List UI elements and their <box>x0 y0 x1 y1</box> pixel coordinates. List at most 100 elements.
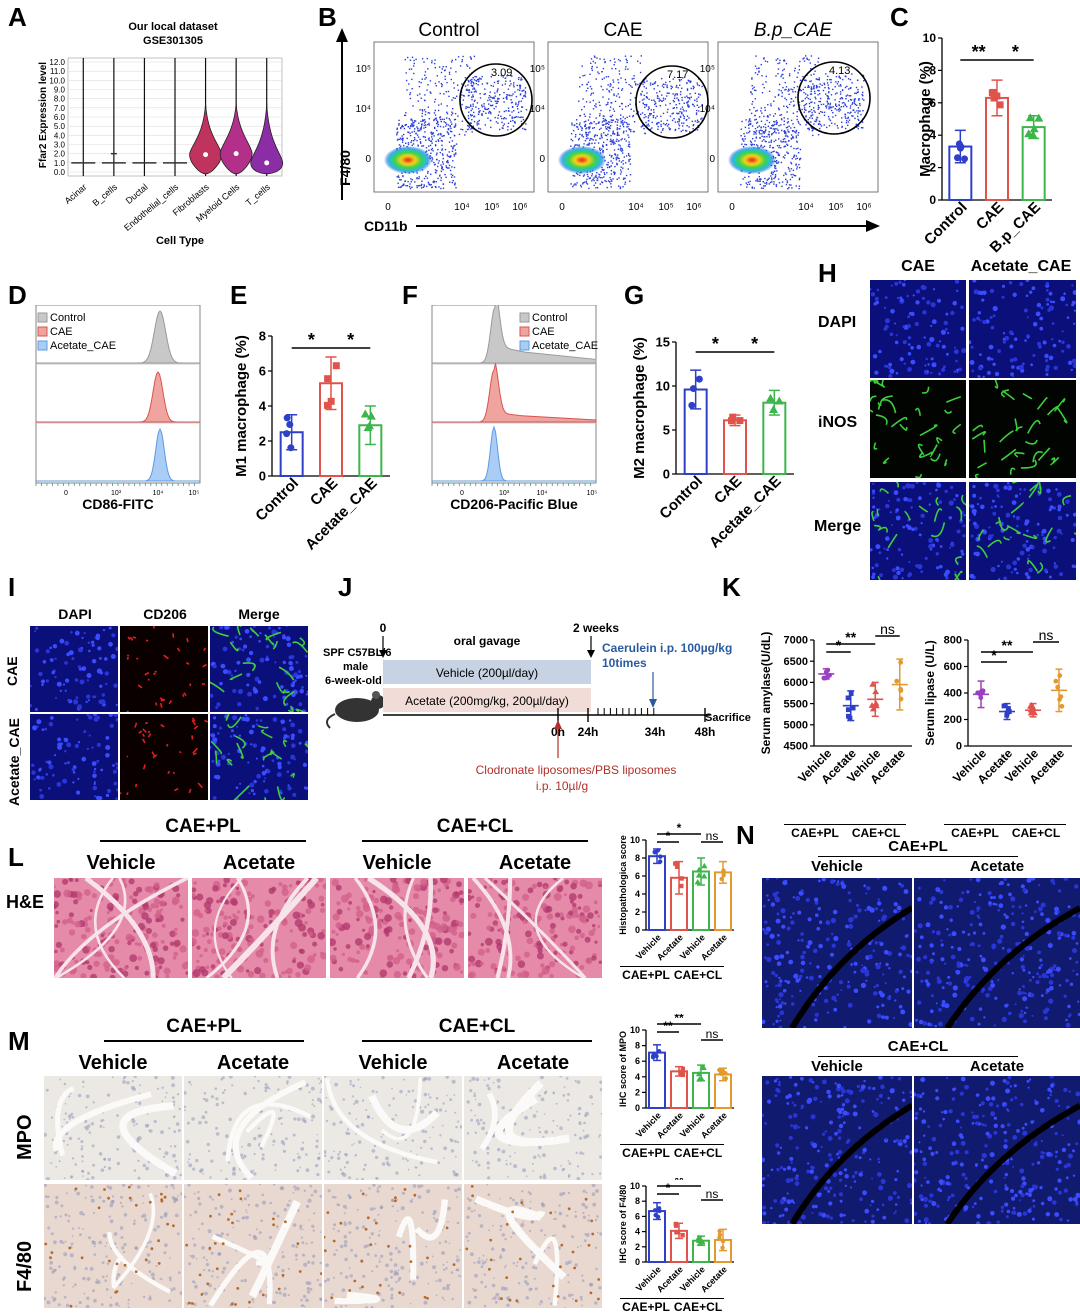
chart-ytick: 4 <box>635 889 640 899</box>
chart-point <box>849 691 854 696</box>
flow-xtick: 10⁶ <box>512 202 527 213</box>
n-image-cl-acetate <box>914 1076 1080 1224</box>
panel-letter-k: K <box>722 572 741 603</box>
h-image-inos-cae <box>870 380 966 478</box>
violin-ytick: 1.0 <box>54 159 66 168</box>
chart-point <box>899 697 904 702</box>
flow-ytick: 0 <box>365 154 371 165</box>
chart-point <box>680 1233 684 1237</box>
chart-xtick: Acetate_CAE <box>706 473 785 552</box>
timeline-j: 0 2 weeks oral gavage SPF C57BL/6 male 6… <box>300 610 760 800</box>
chart-ytick: 6500 <box>784 656 808 668</box>
m-mpo-image-2 <box>324 1076 462 1180</box>
chart-ytick: 5 <box>663 422 670 437</box>
flow-ytick: 10⁴ <box>356 104 371 115</box>
chart-ytick: 6 <box>259 363 266 378</box>
h-image-dapi-acetate <box>969 280 1076 378</box>
violin-median-dot <box>234 151 239 156</box>
violin-ytick: 5.0 <box>54 122 66 131</box>
flow-ytick: 10⁴ <box>700 104 715 115</box>
chart-point <box>898 688 903 693</box>
bar-chart-m-mpo: IHC score of MPO0246810VehicleAcetateVeh… <box>614 1014 742 1164</box>
hist-legend-swatch <box>38 313 47 322</box>
violin-ytick: 0.0 <box>54 168 66 177</box>
chart-ytick: 10 <box>656 378 670 393</box>
j-cae-2: 10times <box>602 656 647 670</box>
l-group-cl: CAE+CL <box>362 816 588 842</box>
chart-point <box>978 695 983 700</box>
violin-plot-a: Our local dataset GSE301305 Ffar2 Expres… <box>0 0 300 260</box>
i-row-acetate: Acetate_CAE <box>6 718 22 806</box>
chart-xtick: CAE <box>307 475 341 509</box>
chart-ylabel: IHC score of MPO <box>618 1031 628 1107</box>
chart-sig-mark: ns <box>706 829 719 843</box>
chart-ytick: 6000 <box>784 677 808 689</box>
chart-point <box>846 714 851 719</box>
chart-point <box>324 375 331 382</box>
i-image-merge-cae <box>210 626 308 712</box>
violin-xlabel: Cell Type <box>156 235 204 247</box>
chart-point <box>717 1236 721 1240</box>
panel-letter-i: I <box>8 572 15 603</box>
hist-xtick: 0 <box>64 490 68 497</box>
hist-legend-swatch <box>38 327 47 336</box>
chart-ytick: 15 <box>656 334 670 349</box>
flow-ylabel: F4/80 <box>337 150 353 186</box>
hist-legend-label: Control <box>50 312 85 324</box>
violin-ytick: 2.0 <box>54 150 66 159</box>
l-col-3: Acetate <box>468 852 602 875</box>
chart-point <box>1053 679 1058 684</box>
chart-ytick: 4500 <box>784 741 808 753</box>
chart-sig-mark: ** <box>1002 637 1013 653</box>
chart-ylabel: Serum amylase(U/dL) <box>759 632 773 755</box>
chart-point <box>954 154 961 161</box>
m-group-pl: CAE+PL <box>104 1016 304 1042</box>
l-col-0: Vehicle <box>54 852 188 875</box>
j-acetate-label: Acetate (200mg/kg, 200µl/day) <box>405 694 569 708</box>
chart-ylabel: Serum lipase (U/L) <box>923 640 937 745</box>
chart-point <box>287 444 294 451</box>
flow-ytick: 10⁴ <box>530 104 545 115</box>
j-time-48: 48h <box>695 725 716 739</box>
chart-ytick: 0 <box>635 1103 640 1113</box>
violin-ytick: 10.0 <box>49 76 65 85</box>
hist-legend-label: Control <box>532 312 567 324</box>
h-row-merge: Merge <box>814 518 861 536</box>
m2-chart-group-pl: CAE+PL <box>620 1298 672 1314</box>
h-image-inos-acetate <box>969 380 1076 478</box>
chart-ytick: 4 <box>635 1072 640 1082</box>
chart-point <box>721 1239 725 1243</box>
flow-xtick: 0 <box>729 202 735 213</box>
chart-sig-mark: * <box>836 637 842 653</box>
chart-ylabel: Histopathologica score <box>618 835 628 935</box>
m-f480-image-0 <box>44 1184 182 1308</box>
h-col-cae: CAE <box>870 258 966 276</box>
chart-point <box>361 410 370 418</box>
flow-ytick: 10⁵ <box>356 64 371 75</box>
m-mpo-image-1 <box>184 1076 322 1180</box>
h-col-acetate: Acetate_CAE <box>966 258 1076 276</box>
flow-group-title: B.p_CAE <box>754 20 832 41</box>
chart-point <box>979 689 984 694</box>
chart-point <box>696 376 703 383</box>
chart-ytick: 2 <box>635 907 640 917</box>
chart-sig-mark: * <box>751 334 758 354</box>
hist-legend-swatch <box>520 327 529 336</box>
chart-ytick: 8 <box>929 63 936 77</box>
violin-median-dot <box>203 152 208 157</box>
violin-ytick: 12.0 <box>49 58 65 67</box>
m-group-cl: CAE+CL <box>362 1016 592 1042</box>
chart-point <box>736 417 743 424</box>
chart-ytick: 10 <box>630 1181 640 1191</box>
flow-density-core <box>728 146 776 174</box>
l-group-pl: CAE+PL <box>100 816 306 842</box>
chart-ytick: 0 <box>956 741 962 753</box>
chart-point <box>653 1208 657 1212</box>
m-row-mpo: MPO <box>14 1114 37 1160</box>
j-time-24: 24h <box>578 725 599 739</box>
violin-title-2: GSE301305 <box>143 35 203 47</box>
flow-xtick: 10⁵ <box>658 202 673 213</box>
chart-ylabel: IHC score of F4/80 <box>618 1185 628 1264</box>
chart-point <box>333 362 340 369</box>
